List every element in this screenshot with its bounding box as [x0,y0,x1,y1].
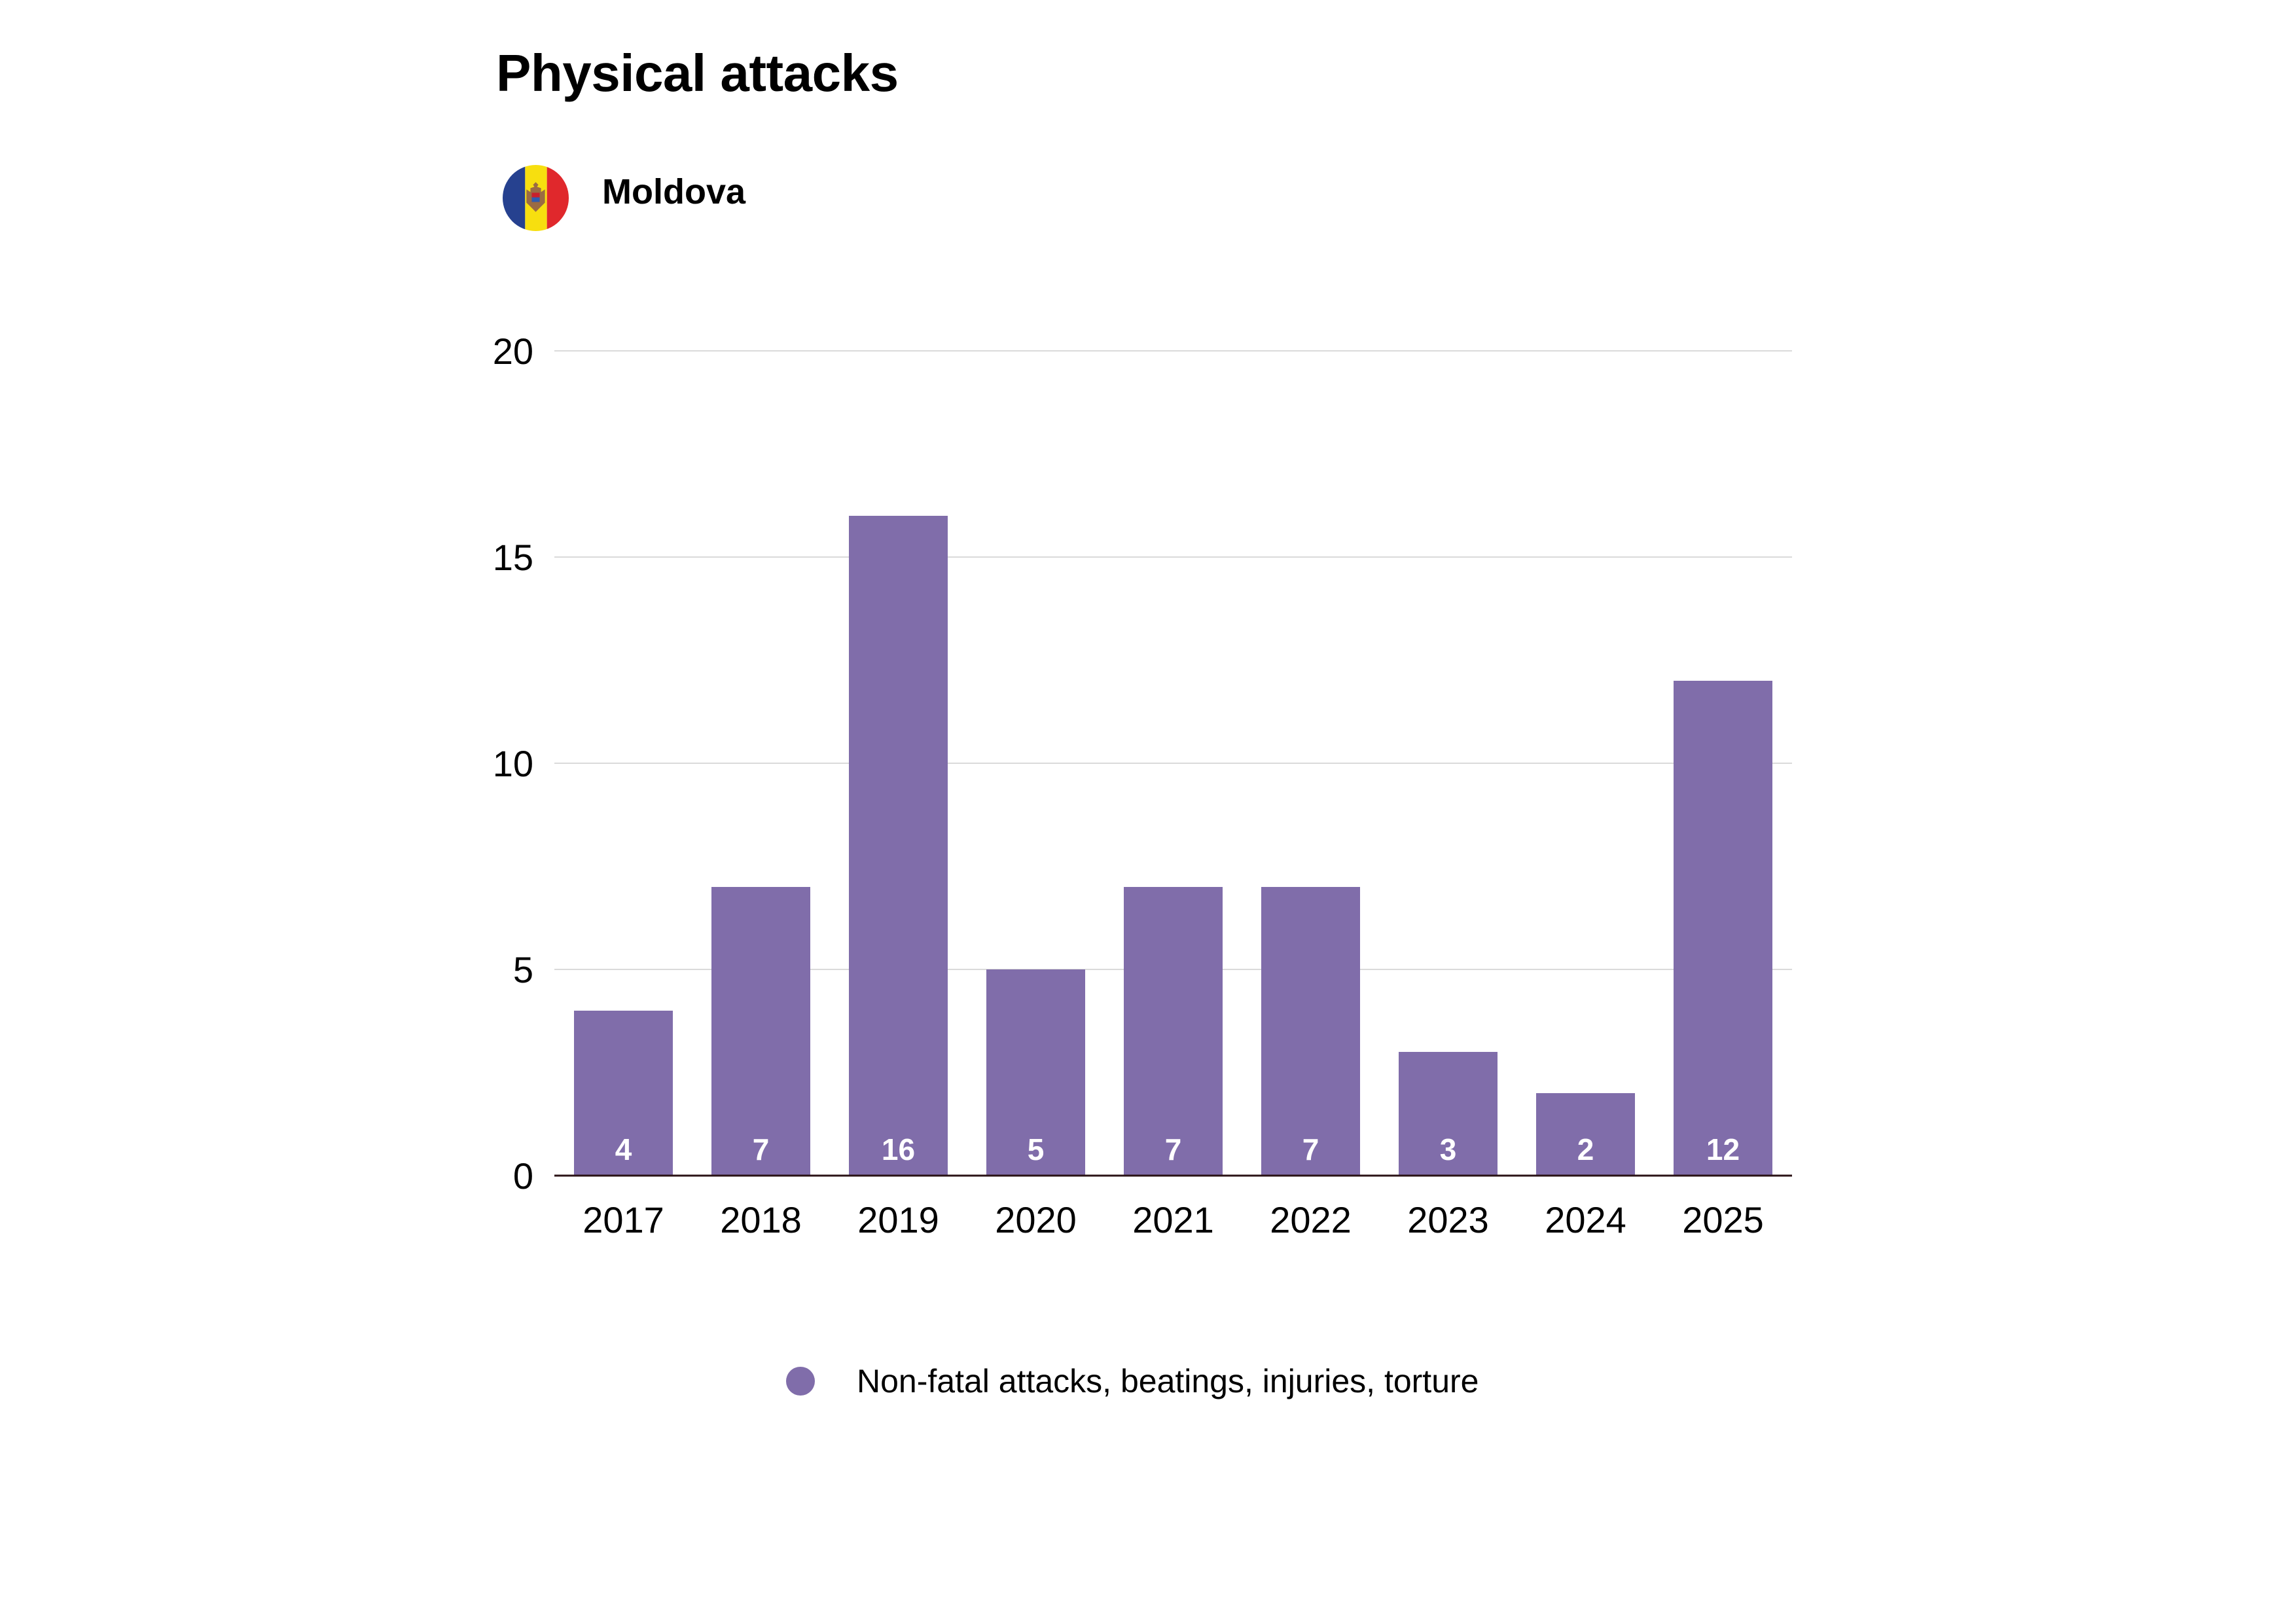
bar [1536,1093,1635,1176]
bar [1124,887,1223,1176]
bar-value-label: 3 [1440,1132,1457,1166]
bar-value-label: 7 [753,1132,770,1166]
country-label: Moldova [602,172,746,211]
bar-value-label: 7 [1302,1132,1319,1166]
x-tick-label: 2021 [1132,1199,1214,1240]
y-tick-label: 10 [493,743,533,784]
bar-value-label: 7 [1165,1132,1182,1166]
y-tick-label: 5 [513,949,533,990]
x-tick-label: 2024 [1545,1199,1626,1240]
y-tick-label: 20 [493,331,533,372]
legend-swatch [786,1367,815,1396]
bar [986,969,1085,1176]
x-tick-label: 2019 [857,1199,939,1240]
x-tick-label: 2022 [1270,1199,1352,1240]
legend: Non-fatal attacks, beatings, injuries, t… [786,1362,1479,1401]
x-axis-ticks: 2017 2018 2019 2020 2021 2022 2023 2024 2025 [583,1199,1764,1240]
bar [574,1011,673,1176]
x-tick-label: 2023 [1407,1199,1489,1240]
bar-value-label: 12 [1706,1132,1740,1166]
x-tick-label: 2018 [720,1199,802,1240]
bar-value-label: 2 [1577,1132,1594,1166]
x-tick-label: 2020 [995,1199,1077,1240]
bar [1674,681,1772,1176]
bar [1399,1052,1498,1176]
bar-value-label: 16 [882,1132,915,1166]
bar [711,887,810,1176]
y-tick-label: 15 [493,537,533,578]
bars: 4 7 16 5 7 7 3 2 12 [574,516,1772,1176]
x-tick-label: 2017 [583,1199,664,1240]
bar [849,516,948,1176]
y-axis-ticks: 0 5 10 15 20 [493,331,533,1197]
chart-title: Physical attacks [496,44,899,102]
bar [1261,887,1360,1176]
legend-label: Non-fatal attacks, beatings, injuries, t… [857,1363,1479,1399]
gridlines [554,350,1792,970]
moldova-flag-icon [503,165,569,231]
bar-value-label: 5 [1028,1132,1045,1166]
bar-value-label: 4 [615,1132,632,1166]
y-tick-label: 0 [513,1155,533,1197]
x-tick-label: 2025 [1682,1199,1764,1240]
